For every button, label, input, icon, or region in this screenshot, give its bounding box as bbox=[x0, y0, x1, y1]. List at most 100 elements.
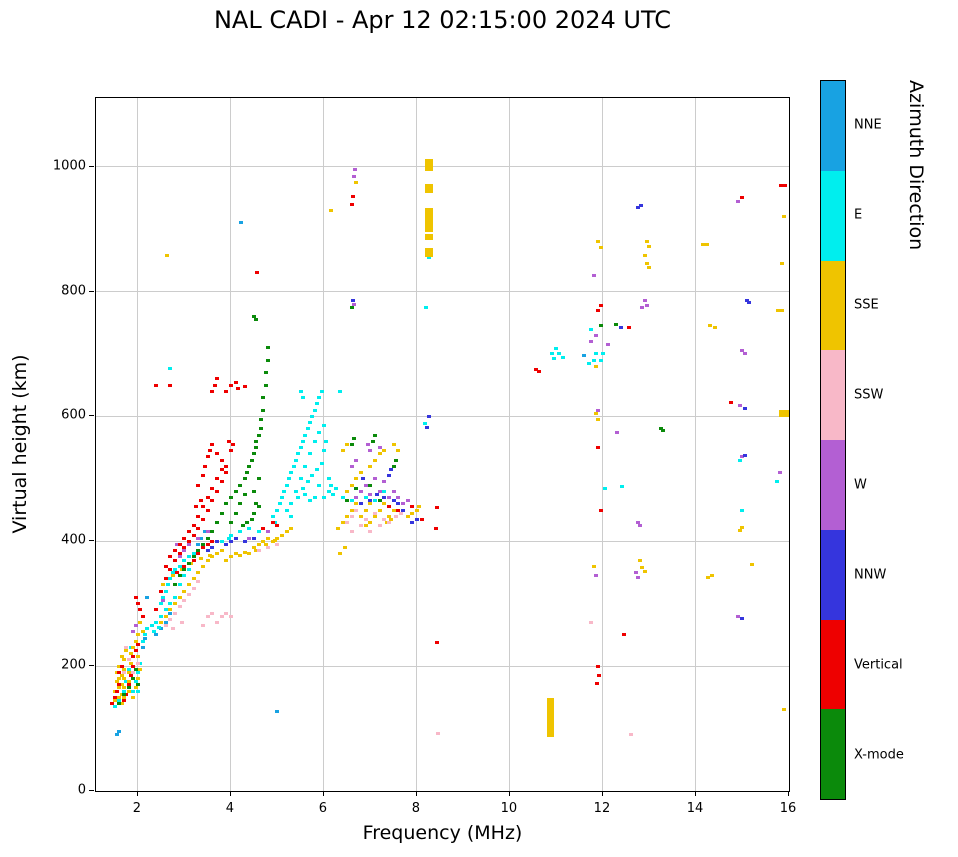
colorbar-segment-nnw bbox=[821, 529, 845, 620]
scatter-point bbox=[368, 502, 373, 506]
scatter-point bbox=[198, 557, 203, 561]
scatter-point bbox=[187, 542, 192, 546]
x-tick bbox=[601, 791, 603, 796]
scatter-point bbox=[145, 627, 150, 631]
scatter-point bbox=[303, 464, 308, 468]
scatter-point bbox=[261, 539, 266, 543]
scatter-point bbox=[168, 383, 173, 387]
scatter-point bbox=[219, 614, 224, 618]
x-tick bbox=[415, 791, 417, 796]
scatter-point bbox=[121, 670, 126, 674]
scatter-point bbox=[435, 640, 440, 644]
scatter-point bbox=[231, 443, 236, 446]
colorbar-tick-label: NNE bbox=[854, 117, 882, 133]
scatter-point bbox=[424, 305, 429, 309]
scatter-point bbox=[642, 253, 647, 257]
scatter-point bbox=[242, 384, 247, 388]
scatter-point bbox=[382, 489, 387, 493]
scatter-point bbox=[587, 361, 591, 365]
scatter-point bbox=[200, 546, 205, 549]
scatter-point bbox=[233, 489, 238, 493]
scatter-point bbox=[738, 528, 743, 532]
scatter-point bbox=[266, 358, 271, 362]
scatter-point bbox=[254, 549, 259, 553]
scatter-point bbox=[263, 542, 268, 546]
scatter-point bbox=[300, 486, 305, 490]
scatter-point bbox=[382, 449, 387, 453]
scatter-point bbox=[138, 608, 143, 612]
scatter-point bbox=[270, 514, 275, 518]
scatter-point bbox=[354, 458, 359, 462]
scatter-point bbox=[242, 539, 247, 543]
scatter-point bbox=[205, 496, 210, 500]
scatter-point bbox=[391, 508, 396, 512]
scatter-point bbox=[173, 549, 178, 553]
scatter-point bbox=[391, 464, 396, 468]
scatter-point bbox=[228, 521, 233, 525]
scatter-point bbox=[196, 542, 201, 546]
scatter-point bbox=[254, 318, 259, 322]
scatter-point bbox=[633, 570, 638, 574]
scatter-point bbox=[114, 680, 119, 684]
scatter-point bbox=[163, 589, 168, 593]
scatter-point bbox=[749, 563, 754, 567]
scatter-point bbox=[205, 530, 210, 534]
scatter-point bbox=[173, 567, 178, 571]
scatter-point bbox=[238, 530, 243, 534]
scatter-point bbox=[598, 508, 603, 512]
scatter-point bbox=[117, 683, 122, 687]
scatter-point bbox=[210, 611, 215, 615]
x-tick-label: 12 bbox=[593, 801, 611, 816]
scatter-point bbox=[735, 614, 740, 618]
scatter-point bbox=[226, 439, 231, 443]
scatter-point bbox=[307, 452, 312, 456]
scatter-point bbox=[275, 542, 280, 546]
scatter-point bbox=[377, 499, 382, 503]
scatter-point bbox=[112, 695, 117, 699]
scatter-point bbox=[414, 508, 419, 512]
scatter-point bbox=[326, 477, 331, 481]
scatter-point bbox=[303, 433, 308, 437]
scatter-point bbox=[396, 502, 401, 506]
scatter-point bbox=[124, 645, 129, 649]
scatter-point bbox=[600, 352, 605, 356]
colorbar-tick-label: Vertical bbox=[854, 657, 903, 673]
scatter-point bbox=[351, 195, 356, 199]
scatter-point bbox=[312, 496, 317, 500]
scatter-point bbox=[210, 546, 215, 549]
scatter-point bbox=[168, 608, 173, 612]
scatter-point bbox=[740, 508, 745, 512]
scatter-point bbox=[426, 414, 431, 418]
scatter-point bbox=[317, 396, 322, 400]
scatter-point bbox=[117, 677, 122, 681]
scatter-point bbox=[177, 595, 182, 599]
scatter-point bbox=[293, 458, 298, 462]
scatter-point bbox=[200, 474, 205, 478]
scatter-point bbox=[312, 439, 317, 443]
scatter-point bbox=[740, 455, 745, 459]
scatter-point bbox=[135, 642, 140, 646]
scatter-point bbox=[396, 496, 401, 500]
scatter-point bbox=[782, 215, 787, 219]
scatter-point bbox=[596, 240, 601, 244]
scatter-point bbox=[305, 427, 310, 431]
scatter-point bbox=[149, 624, 154, 628]
gridline-x bbox=[602, 98, 604, 791]
scatter-point bbox=[340, 449, 345, 453]
scatter-point bbox=[121, 698, 126, 702]
scatter-point bbox=[124, 692, 129, 696]
scatter-point bbox=[284, 508, 289, 512]
scatter-point bbox=[596, 408, 601, 412]
scatter-point bbox=[193, 505, 198, 509]
scatter-point bbox=[270, 521, 275, 525]
scatter-point bbox=[135, 683, 140, 687]
scatter-point bbox=[742, 407, 747, 411]
scatter-point bbox=[219, 511, 224, 515]
scatter-point bbox=[187, 539, 192, 543]
scatter-point bbox=[224, 611, 229, 615]
scatter-point bbox=[340, 521, 345, 525]
scatter-point bbox=[189, 561, 194, 565]
scatter-point bbox=[647, 245, 652, 249]
scatter-point bbox=[173, 583, 178, 587]
scatter-point bbox=[712, 326, 717, 330]
